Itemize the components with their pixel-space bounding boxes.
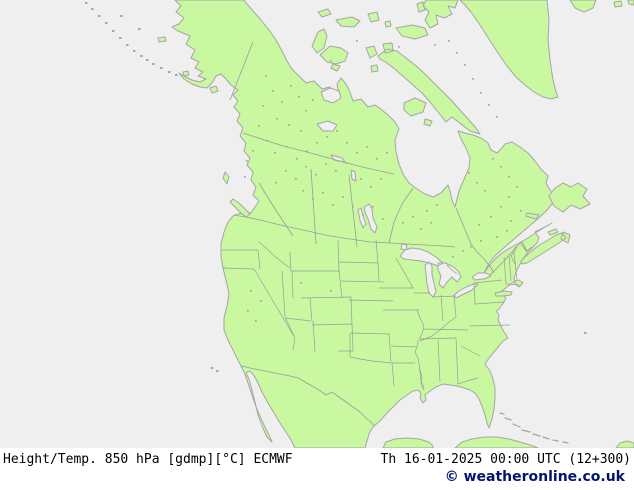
map-area — [0, 0, 634, 448]
map-parameter-title: Height/Temp. 850 hPa [gdmp][°C] ECMWF — [3, 452, 293, 467]
terrain-speckles — [244, 40, 522, 322]
caption-row-main: Height/Temp. 850 hPa [gdmp][°C] ECMWF Th… — [0, 452, 634, 468]
north-america-map — [85, 0, 634, 448]
us-canada-border — [233, 214, 533, 276]
aleutian-islands — [85, 2, 587, 372]
copyright-link[interactable]: © weatheronline.co.uk — [444, 469, 625, 485]
canada-province-borders — [229, 41, 528, 274]
us-mexico-border — [240, 365, 375, 427]
us-state-borders — [222, 239, 520, 391]
caption-bar: Height/Temp. 850 hPa [gdmp][°C] ECMWF Th… — [0, 448, 634, 490]
caption-row-copyright: © weatheronline.co.uk — [0, 468, 634, 486]
bahamas-islands — [499, 412, 569, 444]
map-datetime: Th 16-01-2025 00:00 UTC (12+300) — [380, 452, 631, 467]
